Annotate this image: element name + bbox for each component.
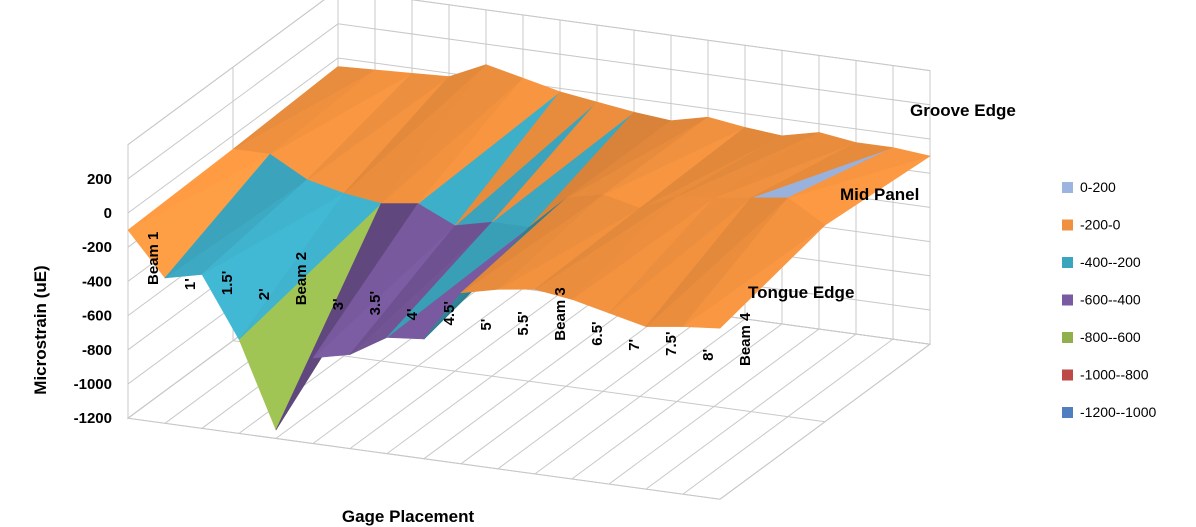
- series-label: Tongue Edge: [748, 283, 854, 302]
- category-label: Beam 3: [552, 287, 569, 340]
- y-axis-title: Microstrain (uE): [31, 265, 50, 394]
- category-label: Beam 1: [145, 232, 162, 285]
- surface-facet: [380, 64, 524, 204]
- z-tick-label: -800: [82, 342, 112, 359]
- category-label: 7.5': [663, 331, 680, 355]
- category-label: 6.5': [589, 321, 606, 345]
- category-label: 1.5': [219, 271, 236, 295]
- legend-label: -1000--800: [1080, 367, 1149, 383]
- surface-facet: [750, 142, 894, 199]
- category-label: 5.5': [515, 311, 532, 335]
- series-axis-labels: Tongue Edge Mid Panel Groove Edge: [748, 101, 1016, 302]
- surface-plot: [127, 64, 931, 431]
- surface-facet: [491, 101, 635, 223]
- category-label: 2': [256, 288, 273, 300]
- surface-facet: [201, 179, 345, 275]
- z-tick-label: -600: [82, 308, 112, 325]
- surface-facet: [238, 193, 382, 340]
- surface-facet: [312, 203, 456, 359]
- surface-facet: [454, 91, 598, 226]
- surface-facet: [534, 196, 678, 290]
- surface-facet: [232, 66, 376, 150]
- legend-swatch: [1062, 332, 1073, 343]
- category-label: 3.5': [367, 291, 384, 315]
- category-label: 4': [404, 308, 421, 320]
- surface-facet: [639, 127, 783, 209]
- legend-swatch: [1062, 294, 1073, 306]
- legend-swatch: [1062, 182, 1073, 193]
- legend-label: -600--400: [1080, 292, 1141, 308]
- surface-facet: [460, 194, 604, 294]
- surface-facet: [787, 147, 931, 199]
- gridline: [127, 0, 931, 146]
- surface-facet: [164, 153, 308, 279]
- series-label: Mid Panel: [840, 185, 919, 204]
- surface-facet: [682, 197, 826, 327]
- series-label: Groove Edge: [910, 101, 1016, 120]
- legend-label: 0-200: [1080, 179, 1116, 195]
- surface-facet: [565, 116, 709, 199]
- surface-facet: [349, 221, 493, 355]
- legend-swatch: [1062, 407, 1073, 418]
- z-tick-label: -200: [82, 239, 112, 256]
- surface-facet: [676, 132, 820, 197]
- z-tick-label: 200: [87, 171, 112, 188]
- legend-swatch: [1062, 369, 1073, 381]
- category-label: Beam 4: [737, 312, 754, 366]
- category-label: 4.5': [441, 301, 458, 325]
- surface-facet: [343, 64, 487, 194]
- surface-facet: [127, 148, 271, 231]
- z-tick-label: -400: [82, 273, 112, 290]
- legend-label: -200-0: [1080, 217, 1121, 233]
- surface-facet: [571, 196, 715, 300]
- legend-swatch: [1062, 257, 1073, 268]
- category-label: 1': [182, 278, 199, 290]
- category-label: 8': [700, 349, 717, 361]
- legend-label: -800--600: [1080, 329, 1141, 345]
- z-tick-label: -1200: [74, 410, 112, 427]
- surface-facet: [602, 116, 746, 195]
- surface-facet: [417, 77, 561, 204]
- surface-facet: [269, 69, 413, 155]
- category-label: 7': [626, 339, 643, 351]
- category-label: Beam 2: [293, 252, 310, 305]
- z-tick-label: 0: [104, 205, 112, 222]
- category-axis-labels: Beam 1 1' 1.5' 2' Beam 2 3' 3.5' 4' 4.5' 5' 5.5' Be…: [145, 232, 754, 366]
- legend-label: -1200--1000: [1080, 404, 1156, 420]
- legend: 0-200 -200-0 -400--200 -600--400 -800--600 -1…: [1062, 179, 1156, 420]
- category-label: 3': [330, 298, 347, 310]
- surface-facet: [386, 221, 530, 338]
- z-axis-ticks: 200 0 -200 -400 -600 -800 -1000 -1200: [74, 171, 112, 427]
- category-label: 5': [478, 319, 495, 331]
- surface-facet: [497, 194, 641, 290]
- legend-swatch: [1062, 219, 1073, 231]
- surface-facet: [713, 132, 857, 199]
- x-axis-title: Gage Placement: [342, 507, 475, 526]
- gridline: [127, 144, 721, 500]
- surface-facet: [306, 73, 450, 181]
- surface-facet: [608, 197, 752, 314]
- surface-facet: [645, 197, 789, 327]
- z-tick-label: -1000: [74, 376, 112, 393]
- legend-label: -400--200: [1080, 254, 1141, 270]
